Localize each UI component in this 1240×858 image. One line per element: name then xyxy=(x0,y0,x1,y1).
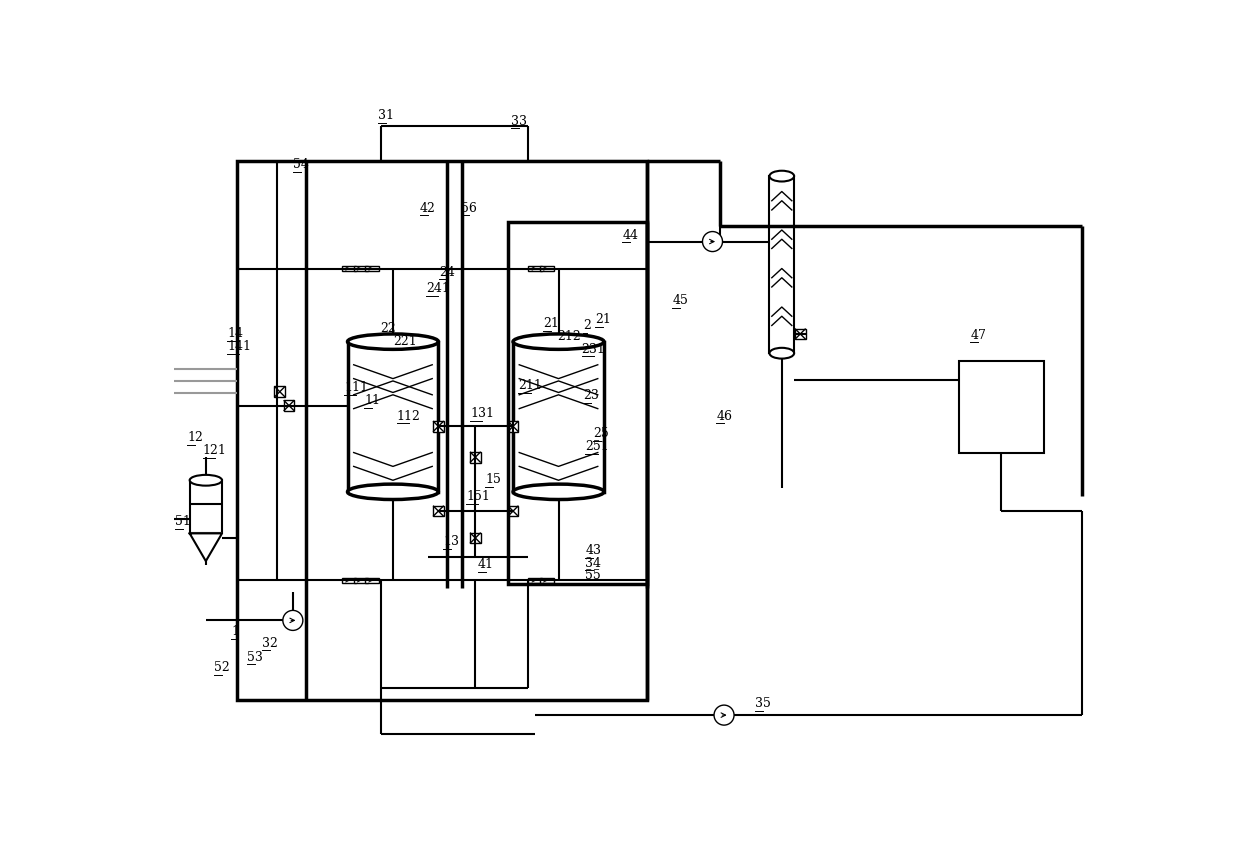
Text: 241: 241 xyxy=(427,282,450,295)
Text: 43: 43 xyxy=(585,544,601,557)
Text: 21: 21 xyxy=(543,317,559,330)
Bar xyxy=(353,266,367,271)
Bar xyxy=(541,578,554,583)
Text: 56: 56 xyxy=(461,202,476,214)
Text: 33: 33 xyxy=(511,115,527,128)
Circle shape xyxy=(714,705,734,725)
Bar xyxy=(508,222,647,584)
Text: 151: 151 xyxy=(466,491,490,504)
Bar xyxy=(770,176,794,353)
Ellipse shape xyxy=(770,347,794,359)
Text: 24: 24 xyxy=(439,265,455,279)
Circle shape xyxy=(703,232,723,251)
Text: 46: 46 xyxy=(717,409,733,422)
Text: 112: 112 xyxy=(397,409,420,422)
Bar xyxy=(795,329,806,340)
Bar xyxy=(470,452,481,462)
Bar xyxy=(433,421,444,432)
Bar xyxy=(366,266,379,271)
Text: 211: 211 xyxy=(518,378,542,392)
Text: 52: 52 xyxy=(215,662,231,674)
Text: 53: 53 xyxy=(247,650,263,663)
Text: 221: 221 xyxy=(393,335,417,347)
Bar xyxy=(528,266,542,271)
Text: 15: 15 xyxy=(485,474,501,486)
Text: 35: 35 xyxy=(755,697,771,710)
Ellipse shape xyxy=(190,474,222,486)
Text: 12: 12 xyxy=(187,431,203,444)
Bar xyxy=(507,505,518,517)
Circle shape xyxy=(283,610,303,631)
Bar xyxy=(190,480,222,534)
Bar xyxy=(342,266,356,271)
Text: 121: 121 xyxy=(203,444,227,457)
Ellipse shape xyxy=(770,171,794,182)
Bar xyxy=(274,386,285,397)
Bar xyxy=(470,533,481,543)
Text: 11: 11 xyxy=(365,394,381,407)
Bar xyxy=(959,361,1044,453)
Text: 14: 14 xyxy=(227,327,243,340)
Bar xyxy=(366,578,379,583)
Ellipse shape xyxy=(347,484,439,499)
Text: 141: 141 xyxy=(227,341,252,353)
Text: 2: 2 xyxy=(583,319,591,332)
Text: 41: 41 xyxy=(477,558,494,571)
Polygon shape xyxy=(190,534,222,561)
Text: 251: 251 xyxy=(585,440,609,453)
Text: 45: 45 xyxy=(672,294,688,307)
Ellipse shape xyxy=(513,334,604,349)
Bar xyxy=(342,578,356,583)
Text: 25: 25 xyxy=(593,427,609,440)
Text: 42: 42 xyxy=(420,202,435,214)
Text: 47: 47 xyxy=(971,329,986,341)
Text: 44: 44 xyxy=(622,228,639,242)
Text: 111: 111 xyxy=(345,381,368,394)
Text: 32: 32 xyxy=(262,637,278,650)
Bar xyxy=(347,341,439,492)
Text: 54: 54 xyxy=(293,158,309,171)
Text: 21: 21 xyxy=(595,313,611,326)
Text: 13: 13 xyxy=(443,535,459,548)
Bar xyxy=(528,578,542,583)
Text: 212: 212 xyxy=(557,330,580,343)
Text: 55: 55 xyxy=(585,569,601,582)
Text: 1: 1 xyxy=(231,625,239,638)
Bar xyxy=(284,400,294,411)
Bar xyxy=(353,578,367,583)
Text: 23: 23 xyxy=(583,389,599,402)
Text: 34: 34 xyxy=(585,557,601,570)
Ellipse shape xyxy=(513,484,604,499)
Ellipse shape xyxy=(347,334,439,349)
Bar xyxy=(507,421,518,432)
Bar xyxy=(237,160,647,700)
Text: 231: 231 xyxy=(582,342,605,355)
Text: 131: 131 xyxy=(470,408,494,420)
Bar xyxy=(513,341,604,492)
Text: 31: 31 xyxy=(377,109,393,122)
Text: 51: 51 xyxy=(175,515,191,528)
Text: 22: 22 xyxy=(379,323,396,335)
Bar xyxy=(433,505,444,517)
Bar xyxy=(541,266,554,271)
